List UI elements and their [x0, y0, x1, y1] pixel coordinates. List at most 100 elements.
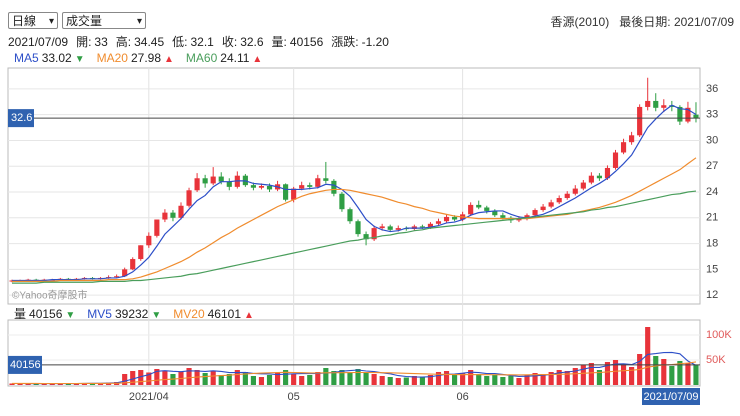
volume-bar [669, 366, 675, 385]
volume-bar [202, 373, 208, 385]
legend-value: 40156 [29, 307, 63, 321]
period-select[interactable]: 日線 ▾ [8, 12, 58, 29]
legend-value: 24.11 [220, 51, 250, 65]
volume-bar [387, 377, 393, 385]
volume-bar [403, 377, 409, 385]
candle-body [138, 245, 144, 260]
volume-bar [130, 371, 136, 385]
legend-arrow: ▼ [74, 54, 85, 65]
candle-body [226, 181, 232, 187]
last-date: 2021/07/09 [673, 15, 734, 29]
volume-bar [516, 378, 522, 385]
volume-bar [154, 369, 160, 385]
indicator-select[interactable]: 成交量 ▾ [62, 12, 146, 29]
legend-arrow: ▲ [164, 54, 174, 65]
volume-bar [540, 374, 546, 385]
volume-bar [210, 371, 216, 385]
volume-bar [460, 373, 466, 385]
candle-body [218, 176, 224, 182]
y-tick-label: 27 [706, 160, 718, 172]
y-tick-label: 21 [706, 212, 718, 224]
candle-body [122, 269, 128, 277]
y-tick-label: 50K [706, 354, 726, 366]
indicator-text: 成交量 [66, 14, 103, 28]
price-panel [7, 67, 701, 305]
volume-bar [435, 372, 442, 385]
legend-name: 量 [14, 307, 27, 321]
volume-bar [41, 383, 47, 385]
volume-bar [427, 375, 434, 385]
candle-body [130, 259, 136, 270]
volume-bar [653, 356, 659, 385]
legend-value: 27.98 [130, 51, 162, 65]
volume-bar [73, 383, 79, 385]
volume-bar [572, 368, 578, 385]
candle-body [620, 142, 627, 153]
volume-bar [355, 369, 361, 385]
candle-body [580, 182, 586, 189]
volume-bar [186, 368, 192, 385]
volume-bar [620, 364, 627, 385]
volume-panel [7, 319, 701, 387]
x-tick-label: 05 [288, 391, 300, 403]
legend-value: 46101 [207, 307, 241, 321]
candle-body [500, 215, 506, 218]
candle-body [307, 185, 313, 187]
candle-body [266, 186, 273, 190]
volume-bar [645, 327, 651, 385]
candle-body [468, 204, 474, 215]
volume-bar [379, 376, 385, 385]
candle-body [323, 178, 329, 181]
info-label: 高: [115, 35, 132, 49]
candle-body [355, 221, 361, 235]
volume-bar [89, 383, 96, 385]
volume-bar [274, 373, 281, 385]
candle-body [427, 223, 434, 228]
candle-body [419, 226, 425, 228]
stock-info: 香源(2010) 最後日期: 2021/07/09 [551, 13, 734, 30]
volume-bar [395, 378, 401, 385]
candle-body [484, 207, 490, 211]
candle-body [146, 235, 152, 246]
legend-value: 33.02 [41, 51, 72, 65]
y-tick-label: 36 [706, 83, 718, 95]
info-label: 漲跌: [331, 35, 359, 49]
candle-body [379, 226, 385, 229]
info-label: 收: [221, 35, 238, 49]
stock-name: 香源(2010) [550, 15, 610, 29]
y-tick-label: 12 [706, 289, 718, 301]
legend-name: MA5 [14, 51, 39, 65]
candle-body [612, 152, 619, 168]
candle-body [661, 105, 667, 108]
volume-bar [524, 375, 530, 385]
candle-body [363, 234, 369, 240]
candle-body [685, 107, 691, 122]
volume-cursor-box [8, 355, 42, 374]
candle-body [170, 212, 176, 218]
volume-bar [291, 374, 297, 385]
candle-body [186, 190, 192, 206]
candle-body [476, 204, 482, 208]
candle-body [604, 167, 611, 179]
candle-body [532, 210, 538, 216]
candle-body [677, 106, 683, 122]
volume-bar [685, 363, 691, 385]
candle-body [194, 178, 200, 191]
volume-bar [604, 362, 611, 385]
candle-body [548, 202, 554, 207]
volume-bar [57, 383, 63, 385]
volume-bar [146, 372, 152, 385]
volume-bar [443, 371, 450, 385]
volume-legend: 量 40156 ▼ MV5 39232 ▼ MV20 46101 ▲ [14, 305, 266, 322]
volume-bar [564, 371, 570, 385]
volume-bar [162, 371, 168, 385]
candle-body [588, 175, 594, 183]
volume-bar [258, 377, 265, 385]
info-value: 32.6 [240, 35, 264, 49]
volume-bar [508, 376, 514, 385]
volume-bar [596, 370, 602, 385]
volume-bar [339, 370, 345, 385]
volume-bar [33, 384, 39, 385]
volume-bar [250, 376, 256, 385]
